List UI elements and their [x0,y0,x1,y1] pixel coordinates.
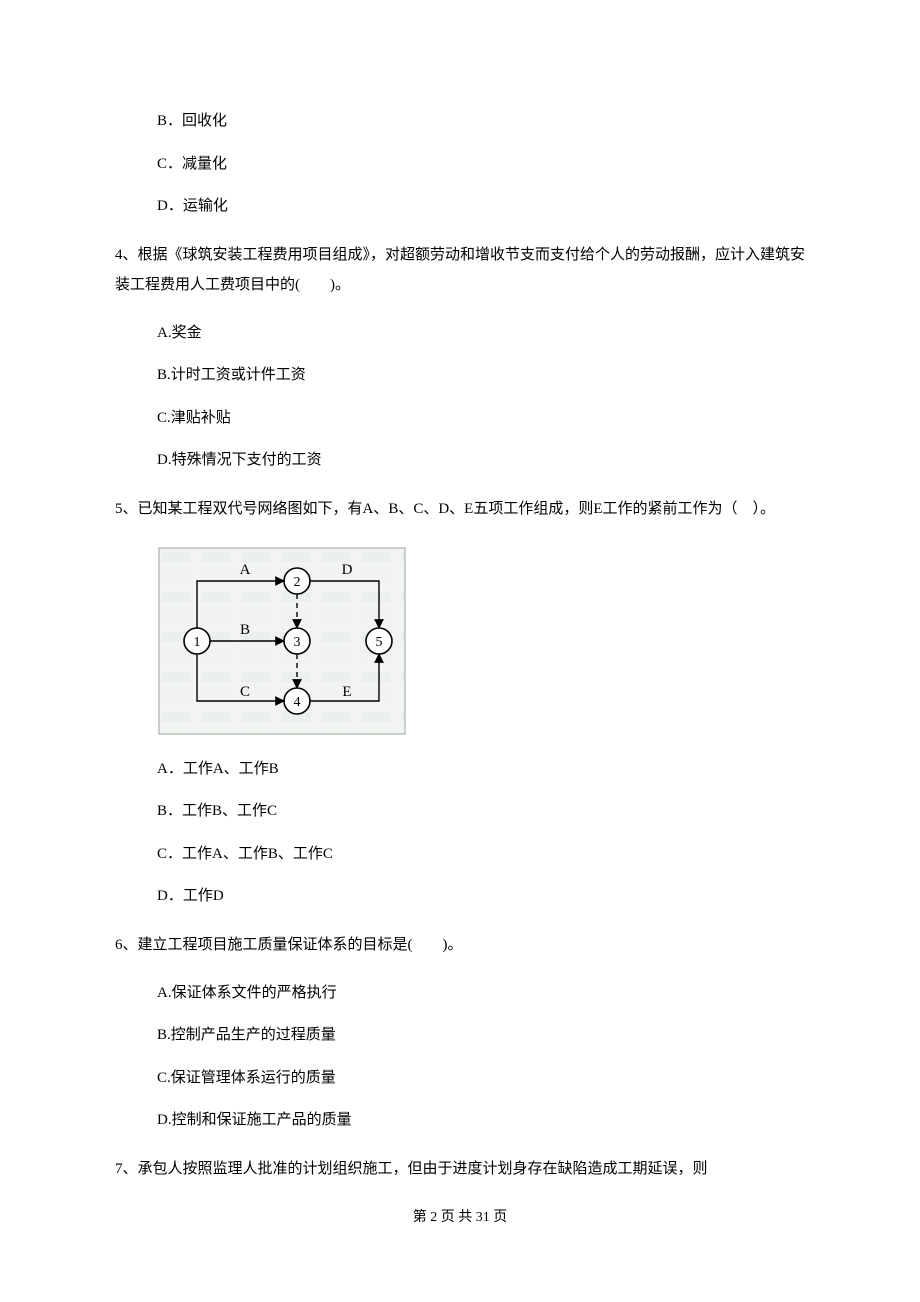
page: B．回收化 C．减量化 D．运输化 4、根据《球筑安装工程费用项目组成》，对超额… [0,0,920,1266]
edge-label-D: D [342,562,353,578]
q4-option-a: A.奖金 [157,322,805,345]
q5-option-d: D．工作D [157,885,805,908]
q5-option-a: A．工作A、工作B [157,758,805,781]
q4-option-b: B.计时工资或计件工资 [157,364,805,387]
q4-option-c: C.津贴补贴 [157,407,805,430]
q5-stem: 5、已知某工程双代号网络图如下，有A、B、C、D、E五项工作组成，则E工作的紧前… [115,494,805,524]
q6-option-b: B.控制产品生产的过程质量 [157,1024,805,1047]
q3-option-b: B．回收化 [157,110,805,133]
q6-option-a: A.保证体系文件的严格执行 [157,982,805,1005]
q4-stem: 4、根据《球筑安装工程费用项目组成》，对超额劳动和增收节支而支付给个人的劳动报酬… [115,240,805,300]
edge-label-A: A [240,562,251,578]
q5-option-b: B．工作B、工作C [157,800,805,823]
node-label-1: 1 [194,635,201,650]
q5-option-c: C．工作A、工作B、工作C [157,843,805,866]
q6-option-d: D.控制和保证施工产品的质量 [157,1109,805,1132]
q3-option-d: D．运输化 [157,195,805,218]
page-footer: 第 2 页 共 31 页 [115,1206,805,1226]
node-label-3: 3 [294,635,301,650]
q6-option-c: C.保证管理体系运行的质量 [157,1067,805,1090]
node-label-5: 5 [376,635,383,650]
q6-stem: 6、建立工程项目施工质量保证体系的目标是( )。 [115,930,805,960]
node-label-4: 4 [294,695,301,710]
q7-stem: 7、承包人按照监理人批准的计划组织施工，但由于进度计划身存在缺陷造成工期延误，则 [115,1154,805,1184]
q3-option-c: C．减量化 [157,153,805,176]
node-label-2: 2 [294,575,301,590]
q4-option-d: D.特殊情况下支付的工资 [157,449,805,472]
edge-label-B: B [240,622,250,638]
network-diagram: A B C D E 1 2 3 4 5 [157,546,805,736]
edge-label-C: C [240,684,250,700]
edge-label-E: E [342,684,351,700]
network-svg: A B C D E 1 2 3 4 5 [157,546,407,736]
